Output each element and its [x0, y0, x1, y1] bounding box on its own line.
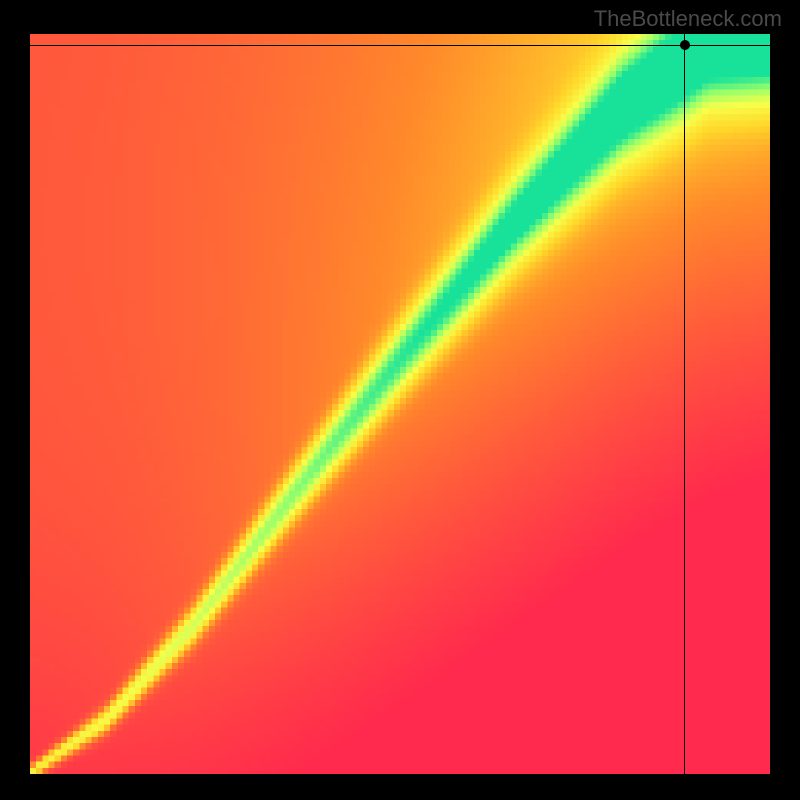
watermark-text: TheBottleneck.com	[594, 6, 782, 32]
crosshair-vertical	[684, 34, 685, 774]
heatmap-plot	[30, 34, 770, 774]
crosshair-horizontal	[30, 45, 770, 46]
crosshair-dot	[680, 40, 690, 50]
heatmap-canvas	[30, 34, 770, 774]
